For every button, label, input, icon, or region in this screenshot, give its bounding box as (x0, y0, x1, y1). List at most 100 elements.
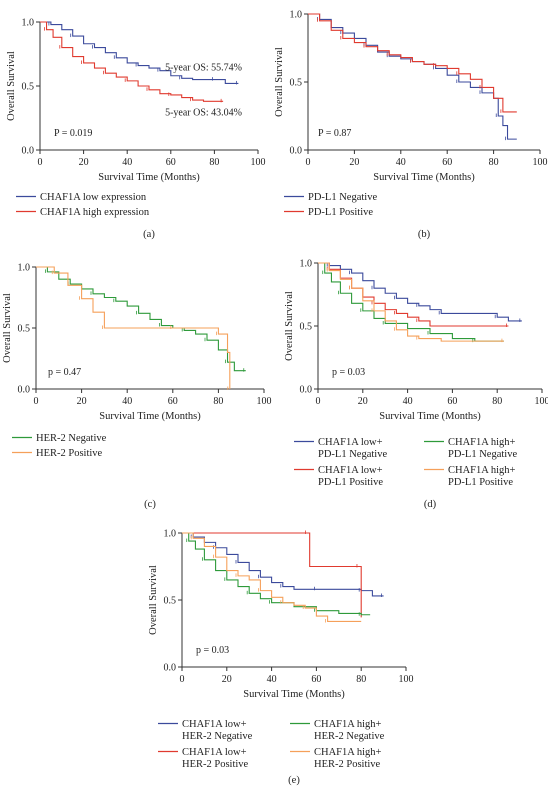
km-curve-blue (40, 22, 238, 83)
legend-item: CHAF1A high expression (16, 207, 150, 218)
x-axis-title: Survival Time (Months) (373, 172, 475, 183)
x-tick-label: 20 (349, 157, 359, 168)
legend-item: CHAF1A high+PD-L1 Positive (424, 465, 516, 488)
legend-label: CHAF1A high+HER-2 Positive (314, 747, 382, 770)
y-tick-label: 0.5 (22, 82, 35, 93)
annotation-0: p = 0.03 (332, 367, 365, 378)
legend-label: CHAF1A low+PD-L1 Positive (318, 465, 383, 488)
km-curve-orange (318, 263, 504, 341)
x-axis-title: Survival Time (Months) (379, 411, 481, 422)
legend-label: PD-L1 Positive (308, 207, 373, 218)
y-tick-label: 0.0 (290, 146, 303, 157)
km-curve-red (318, 263, 508, 326)
legend-item: PD-L1 Positive (284, 207, 373, 218)
x-tick-label: 60 (168, 396, 178, 407)
x-tick-label: 40 (396, 157, 406, 168)
annotation-0: p = 0.47 (48, 367, 81, 378)
legend-label: CHAF1A low+HER-2 Positive (182, 747, 249, 770)
y-tick-label: 0.5 (164, 596, 177, 607)
x-tick-label: 80 (492, 396, 502, 407)
y-axis-title: Overall Survival (6, 51, 17, 121)
legend-item: PD-L1 Negative (284, 192, 377, 203)
y-tick-label: 0.0 (300, 385, 313, 396)
legend-label: HER-2 Positive (36, 448, 103, 459)
y-tick-label: 0.5 (300, 322, 313, 333)
annotation-2: 5-year OS: 43.04% (165, 107, 242, 118)
x-tick-label: 60 (442, 157, 452, 168)
y-axis-title: Overall Survival (2, 293, 13, 363)
x-tick-label: 0 (38, 157, 43, 168)
x-tick-label: 60 (311, 674, 321, 685)
x-tick-label: 20 (222, 674, 232, 685)
x-tick-label: 80 (209, 157, 219, 168)
legend-label: CHAF1A low+PD-L1 Negative (318, 437, 387, 460)
km-curve-red (308, 14, 517, 112)
legend-item: HER-2 Positive (12, 448, 103, 459)
km-curve-blue (182, 533, 384, 596)
x-tick-label: 100 (535, 396, 548, 407)
legend-item: CHAF1A low+HER-2 Positive (158, 747, 249, 770)
x-tick-label: 100 (257, 396, 272, 407)
legend-item: CHAF1A low+PD-L1 Negative (294, 437, 387, 460)
legend-label: CHAF1A low expression (40, 192, 147, 203)
x-tick-label: 20 (358, 396, 368, 407)
x-axis-title: Survival Time (Months) (99, 411, 201, 422)
legend-label: CHAF1A high+PD-L1 Negative (448, 437, 517, 460)
x-tick-label: 100 (251, 157, 266, 168)
x-tick-label: 0 (180, 674, 185, 685)
x-tick-label: 40 (122, 157, 132, 168)
legend-item: CHAF1A high+HER-2 Positive (290, 747, 382, 770)
x-tick-label: 40 (267, 674, 277, 685)
x-tick-label: 40 (122, 396, 132, 407)
panel-label: (d) (424, 499, 437, 510)
y-tick-label: 1.0 (18, 263, 31, 274)
y-tick-label: 0.5 (290, 78, 303, 89)
legend-item: CHAF1A low+PD-L1 Positive (294, 465, 383, 488)
x-tick-label: 20 (77, 396, 87, 407)
x-tick-label: 80 (213, 396, 223, 407)
y-tick-label: 1.0 (300, 259, 313, 270)
legend-label: HER-2 Negative (36, 433, 107, 444)
panel-label: (c) (144, 499, 156, 510)
legend-label: CHAF1A high+HER-2 Negative (314, 719, 385, 742)
km-curve-blue (318, 263, 522, 321)
x-axis-title: Survival Time (Months) (243, 689, 345, 700)
y-axis-title: Overall Survival (274, 47, 285, 117)
y-axis-title: Overall Survival (148, 565, 159, 635)
x-tick-label: 100 (533, 157, 548, 168)
legend-label: CHAF1A high+PD-L1 Positive (448, 465, 516, 488)
x-tick-label: 0 (34, 396, 39, 407)
y-tick-label: 1.0 (290, 10, 303, 21)
y-tick-label: 0.0 (22, 146, 35, 157)
y-tick-label: 0.5 (18, 324, 31, 335)
y-axis-title: Overall Survival (284, 291, 295, 361)
annotation-0: P = 0.87 (318, 128, 351, 139)
km-curve-blue (308, 14, 517, 139)
panel-label: (a) (143, 229, 155, 240)
x-tick-label: 40 (403, 396, 413, 407)
panel-label: (e) (288, 775, 300, 786)
x-tick-label: 80 (489, 157, 499, 168)
x-tick-label: 80 (356, 674, 366, 685)
x-axis-title: Survival Time (Months) (98, 172, 200, 183)
y-tick-label: 1.0 (22, 18, 35, 29)
legend-label: PD-L1 Negative (308, 192, 377, 203)
legend-item: CHAF1A high+HER-2 Negative (290, 719, 385, 742)
x-tick-label: 100 (399, 674, 414, 685)
km-curve-green (318, 263, 504, 341)
x-tick-label: 0 (316, 396, 321, 407)
y-tick-label: 0.0 (164, 663, 177, 674)
legend-label: CHAF1A high expression (40, 207, 150, 218)
legend-item: CHAF1A high+PD-L1 Negative (424, 437, 517, 460)
legend-item: CHAF1A low expression (16, 192, 147, 203)
x-tick-label: 20 (79, 157, 89, 168)
